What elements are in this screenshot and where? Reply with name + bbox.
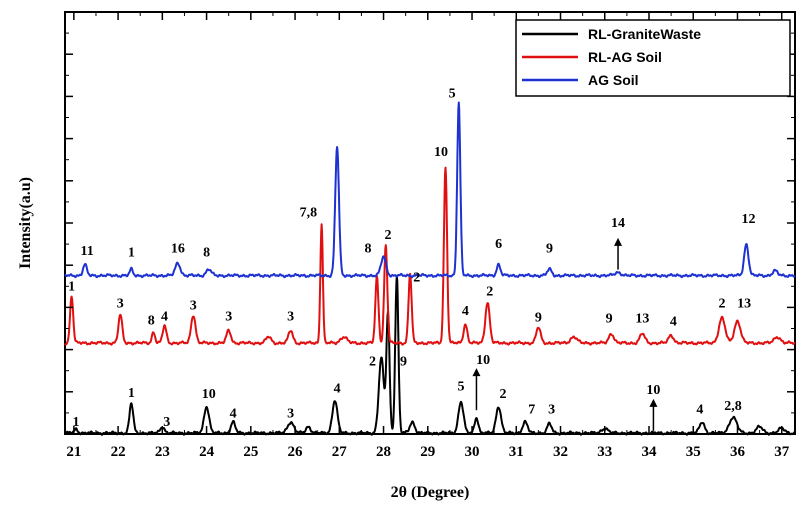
x-tick-label: 32 xyxy=(553,444,568,460)
peak-label: 6 xyxy=(495,237,502,252)
peak-label: 9 xyxy=(546,242,553,257)
x-tick-label: 30 xyxy=(465,444,480,460)
x-tick-label: 36 xyxy=(730,444,746,460)
peak-label: 1 xyxy=(128,246,135,261)
peak-label: 9 xyxy=(606,311,613,326)
peak-label: 3 xyxy=(548,403,555,418)
peak-label: 1 xyxy=(73,415,80,430)
axis-layer: 21 22 23 24 25 26 27 28 29 30 31 32 33 34 35 36 37 xyxy=(65,11,795,460)
peak-label: 3 xyxy=(190,298,197,313)
peak-label: 3 xyxy=(287,309,294,324)
peak-label: 2 xyxy=(500,387,507,402)
peak-label: 3 xyxy=(225,309,232,324)
peak-label: 8 xyxy=(365,242,372,257)
series-layer xyxy=(64,101,796,436)
x-axis-title: 2θ (Degree) xyxy=(391,484,470,501)
x-tick-label: 24 xyxy=(199,444,215,460)
x-tick-label: 25 xyxy=(243,444,258,460)
peak-label: 1 xyxy=(128,386,135,401)
peak-label: 8 xyxy=(203,246,210,261)
peak-label: 4 xyxy=(334,381,341,396)
peak-label: 4 xyxy=(696,403,703,418)
peak-label: 1 xyxy=(68,279,75,294)
peak-label: 2,8 xyxy=(724,399,742,414)
peak-label: 2 xyxy=(719,297,726,312)
x-tick-label: 21 xyxy=(66,444,81,460)
arrow-head xyxy=(614,237,623,246)
peak-label: 10 xyxy=(434,145,448,160)
x-tick-label: 35 xyxy=(686,444,701,460)
x-tick-label: 33 xyxy=(597,444,612,460)
legend-label: AG Soil xyxy=(588,72,639,88)
peak-label: 11 xyxy=(81,244,94,259)
peak-label: 4 xyxy=(161,309,168,324)
peak-label: 5 xyxy=(457,379,464,394)
arrow-head xyxy=(472,368,481,377)
peak-label: 10 xyxy=(202,387,216,402)
peak-label: 10 xyxy=(646,383,660,398)
peak-label: 5 xyxy=(449,86,456,101)
peak-label: 14 xyxy=(611,216,625,231)
series-line-0 xyxy=(64,274,796,436)
peak-label: 4 xyxy=(462,304,469,319)
peak-label: 2 xyxy=(384,228,391,243)
peak-label: 10 xyxy=(476,353,490,368)
arrow-head xyxy=(649,398,658,407)
peak-label: 16 xyxy=(171,242,185,257)
x-tick-label: 26 xyxy=(288,444,304,460)
peak-label: 2 xyxy=(369,354,376,369)
y-axis-title: Intensity(a.u) xyxy=(17,177,34,269)
peak-label: 4 xyxy=(230,406,237,421)
peak-label: 9 xyxy=(535,310,542,325)
peak-label: 2 xyxy=(413,271,420,286)
peak-label: 9 xyxy=(400,354,407,369)
peak-label: 7,8 xyxy=(300,205,318,220)
peak-label: 8 xyxy=(148,313,155,328)
peak-label: 13 xyxy=(737,297,751,312)
x-tick-label: 27 xyxy=(332,444,348,460)
legend: RL-GraniteWaste RL-AG Soil AG Soil xyxy=(515,19,791,97)
x-tick-label: 34 xyxy=(642,444,658,460)
peak-label: 3 xyxy=(163,415,170,430)
peak-label: 12 xyxy=(742,212,756,227)
peak-label: 7 xyxy=(528,403,535,418)
x-tick-label: 37 xyxy=(774,444,790,460)
peak-label: 13 xyxy=(635,311,649,326)
legend-label: RL-AG Soil xyxy=(588,49,662,65)
x-tick-label: 23 xyxy=(155,444,170,460)
peak-label: 4 xyxy=(670,314,677,329)
x-tick-label: 28 xyxy=(376,444,391,460)
peak-label: 3 xyxy=(287,406,294,421)
x-tick-label: 29 xyxy=(420,444,435,460)
legend-label: RL-GraniteWaste xyxy=(588,26,701,42)
x-tick-label: 31 xyxy=(509,444,524,460)
peak-label: 2 xyxy=(486,285,493,300)
series-line-1 xyxy=(64,166,796,346)
series-line-2 xyxy=(64,101,796,279)
x-tick-label: 22 xyxy=(111,444,126,460)
peak-label: 3 xyxy=(117,297,124,312)
